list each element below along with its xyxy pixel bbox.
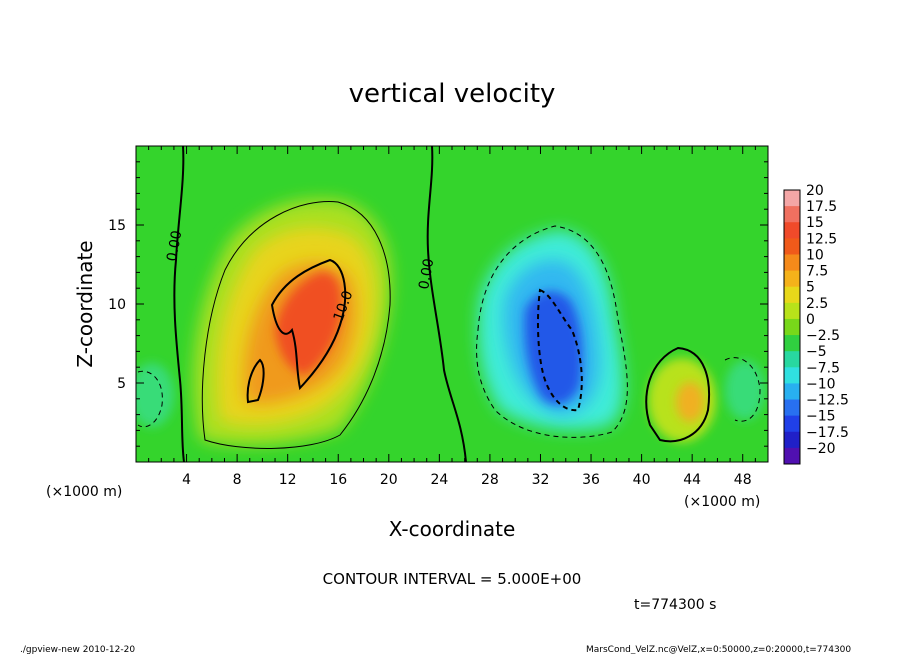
minus-five-edge-right xyxy=(724,357,761,422)
colorbar-label: 20 xyxy=(806,183,824,199)
x-unit-left: (×1000 m) xyxy=(46,484,122,500)
downdraft-shading xyxy=(136,230,765,430)
contour-label-zero-middle: 0.00 xyxy=(416,257,437,290)
x-tick-label: 12 xyxy=(279,472,297,488)
chart-title: vertical velocity xyxy=(349,79,556,109)
colorbar-swatch xyxy=(784,351,800,368)
colorbar-swatch xyxy=(784,222,800,239)
colorbar-swatch xyxy=(784,415,800,433)
colorbar-frame xyxy=(783,189,801,465)
colorbar-swatch xyxy=(784,335,800,352)
time-stamp: t=774300 s xyxy=(634,597,716,613)
colorbar: 2017.51512.5107.552.50−2.5−5−7.5−10−12.5… xyxy=(783,183,849,465)
colorbar-swatch xyxy=(784,206,800,223)
colorbar-label: 10 xyxy=(806,247,824,263)
x-tick-label: 16 xyxy=(329,472,347,488)
five-contour-updraft xyxy=(201,201,391,449)
colorbar-swatch xyxy=(784,302,800,320)
x-tick-label: 28 xyxy=(481,472,499,488)
colorbar-label: −2.5 xyxy=(806,328,840,344)
zero-contour-left xyxy=(173,146,185,462)
minus-ten-contour xyxy=(536,288,583,412)
colorbar-label: −7.5 xyxy=(806,360,840,376)
downdraft-core xyxy=(524,291,583,405)
colorbar-swatch xyxy=(784,367,800,384)
contours xyxy=(137,146,761,462)
colorbar-label: 5 xyxy=(806,280,815,296)
ten-contour-small xyxy=(246,358,265,404)
colorbar-label: −15 xyxy=(806,409,836,425)
colorbar-label: 17.5 xyxy=(806,199,837,215)
zero-contour-middle xyxy=(426,146,467,462)
colorbar-label: 2.5 xyxy=(806,296,828,312)
x-tick-label: 20 xyxy=(380,472,398,488)
x-axis-label: X-coordinate xyxy=(389,517,516,541)
colorbar-swatch xyxy=(784,383,800,401)
left-edge-downdraft xyxy=(136,363,174,427)
contour-interval: CONTOUR INTERVAL = 5.000E+00 xyxy=(323,570,582,588)
colorbar-swatch xyxy=(784,447,800,465)
y-tick-label: 10 xyxy=(108,297,126,313)
colorbar-swatch xyxy=(784,286,800,304)
contour-label-zero-left: 0.00 xyxy=(164,229,185,262)
x-tick-label: 36 xyxy=(582,472,600,488)
updraft-shading xyxy=(193,198,716,446)
colorbar-label: −12.5 xyxy=(806,393,849,409)
colorbar-swatch xyxy=(784,431,800,449)
five-contour-secondary xyxy=(645,346,711,443)
colorbar-label: 15 xyxy=(806,215,824,231)
secondary-updraft-core xyxy=(676,382,704,422)
x-tick-label: 32 xyxy=(532,472,550,488)
colorbar-label: 12.5 xyxy=(806,231,837,247)
colorbar-label: −5 xyxy=(806,344,827,360)
x-tick-label: 48 xyxy=(734,472,752,488)
y-axis-label: Z-coordinate xyxy=(73,240,97,367)
colorbar-swatch xyxy=(784,399,800,417)
y-tick-label: 15 xyxy=(108,218,126,234)
x-tick-label: 4 xyxy=(182,472,191,488)
updraft-core xyxy=(275,271,342,375)
footer-left: ./gpview-new 2010-12-20 xyxy=(20,645,135,654)
x-tick-label: 44 xyxy=(683,472,701,488)
minus-five-edge-left xyxy=(137,370,163,428)
x-tick-label: 24 xyxy=(430,472,448,488)
x-unit-right: (×1000 m) xyxy=(684,494,760,510)
colorbar-swatch xyxy=(784,270,800,288)
colorbar-swatch xyxy=(784,190,800,207)
y-tick-label: 5 xyxy=(117,376,126,392)
colorbar-label: −17.5 xyxy=(806,425,849,441)
x-tick-label: 40 xyxy=(633,472,651,488)
colorbar-swatch xyxy=(784,318,800,336)
colorbar-label: 7.5 xyxy=(806,264,828,280)
right-edge-downdraft xyxy=(725,360,765,420)
ten-contour-updraft xyxy=(270,258,347,391)
colorbar-swatch xyxy=(784,238,800,255)
colorbar-label: 0 xyxy=(806,312,815,328)
minus-five-contour xyxy=(476,225,628,438)
footer-right: MarsCond_VelZ.nc@VelZ,x=0:50000,z=0:2000… xyxy=(586,645,851,654)
colorbar-label: −20 xyxy=(806,441,836,457)
x-tick-label: 8 xyxy=(233,472,242,488)
colorbar-label: −10 xyxy=(806,376,836,392)
plot-area: 0.00 0.00 10.0 xyxy=(136,146,768,462)
colorbar-swatch xyxy=(784,254,800,272)
